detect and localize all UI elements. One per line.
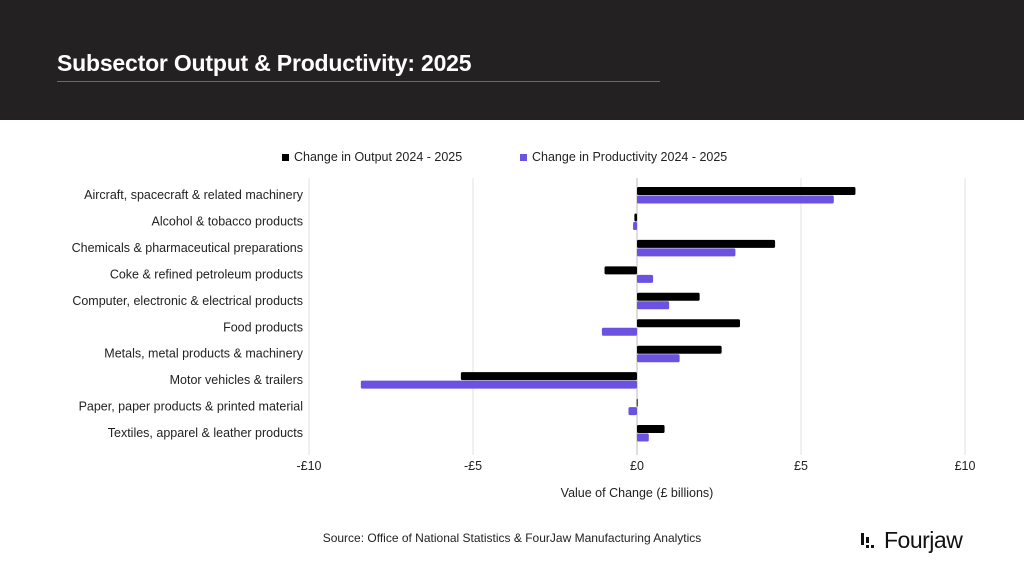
bar-productivity	[633, 221, 637, 230]
category-label: Coke & refined petroleum products	[110, 267, 303, 281]
legend-label-output: Change in Output 2024 - 2025	[294, 150, 463, 164]
category-label: Metals, metal products & machinery	[104, 347, 303, 361]
fourjaw-logo-icon	[861, 532, 874, 548]
category-label: Aircraft, spacecraft & related machinery	[84, 188, 304, 202]
bar-output	[637, 319, 740, 328]
bar-productivity	[637, 433, 649, 442]
x-tick-label: -£10	[296, 459, 321, 473]
bar-productivity	[360, 380, 637, 389]
legend-item-output: Change in Output 2024 - 2025	[282, 150, 462, 164]
bar-productivity	[637, 274, 654, 283]
bar-output	[634, 213, 637, 222]
category-label: Alcohol & tobacco products	[152, 214, 303, 228]
category-label: Computer, electronic & electrical produc…	[72, 294, 303, 308]
bar-output	[637, 345, 722, 354]
bar-output	[637, 425, 665, 434]
category-label: Textiles, apparel & leather products	[108, 426, 303, 440]
x-axis-title: Value of Change (£ billions)	[561, 486, 714, 500]
bar-output	[636, 398, 638, 407]
title-underline	[57, 81, 660, 82]
category-label: Food products	[223, 320, 303, 334]
bar-output	[604, 266, 637, 275]
bar-productivity	[628, 407, 637, 416]
x-tick-label: £10	[955, 459, 976, 473]
bar-productivity	[637, 195, 834, 204]
x-tick-label: £0	[630, 459, 644, 473]
legend-label-productivity: Change in Productivity 2024 - 2025	[532, 150, 728, 164]
bar-productivity	[637, 301, 670, 310]
bar-output	[460, 372, 637, 381]
category-label: Paper, paper products & printed material	[79, 400, 303, 414]
x-tick-label: -£5	[464, 459, 482, 473]
page-title: Subsector Output & Productivity: 2025	[57, 50, 472, 76]
logo-text: Fourjaw	[884, 527, 963, 553]
legend-swatch-output	[282, 153, 289, 161]
header-banner: Subsector Output & Productivity: 2025	[0, 0, 1024, 120]
legend-swatch-productivity	[520, 153, 527, 161]
bar-productivity	[637, 248, 736, 257]
bar-output	[637, 239, 776, 248]
category-label: Chemicals & pharmaceutical preparations	[72, 241, 303, 255]
source-note: Source: Office of National Statistics & …	[322, 531, 702, 545]
bar-output	[637, 187, 856, 195]
fourjaw-logo: Fourjaw	[860, 527, 963, 554]
bar-output	[637, 292, 700, 301]
legend-item-productivity: Change in Productivity 2024 - 2025	[520, 150, 727, 164]
bar-productivity	[601, 327, 637, 336]
bar-productivity	[637, 354, 680, 363]
category-label: Motor vehicles & trailers	[170, 373, 303, 387]
x-tick-label: £5	[794, 459, 808, 473]
